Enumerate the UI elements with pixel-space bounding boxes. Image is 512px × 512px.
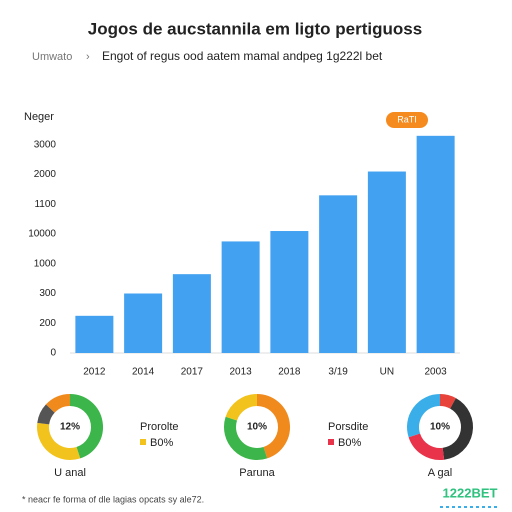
legend-value: B0% bbox=[338, 437, 361, 449]
y-tick-label: 0 bbox=[50, 348, 56, 359]
y-tick-label: 200 bbox=[39, 318, 56, 329]
badge-bg bbox=[386, 112, 428, 128]
y-tick-label: 1000 bbox=[34, 258, 57, 269]
y-tick-label: 300 bbox=[39, 288, 56, 299]
x-tick-label: 2018 bbox=[278, 367, 301, 378]
title: Jogos de aucstannila em ligto pertiguoss bbox=[88, 19, 422, 38]
donut-segment bbox=[256, 394, 290, 459]
y-tick-label: 10000 bbox=[28, 229, 56, 240]
donut-segment bbox=[407, 394, 441, 438]
bar bbox=[172, 274, 211, 353]
donut-label: Paruna bbox=[239, 467, 275, 479]
bar bbox=[124, 293, 163, 353]
breadcrumb-root[interactable]: Umwato bbox=[32, 51, 72, 63]
x-tick-label: 2012 bbox=[83, 367, 106, 378]
bar bbox=[367, 171, 406, 353]
x-tick-label: UN bbox=[380, 367, 394, 378]
bar bbox=[75, 315, 114, 353]
bar bbox=[319, 195, 358, 353]
y-axis-label: Neger bbox=[24, 111, 54, 123]
donut-segment bbox=[408, 433, 445, 460]
y-tick-label: 2000 bbox=[34, 169, 57, 180]
logo[interactable]: 1222BET bbox=[443, 485, 498, 500]
x-tick-label: 3/19 bbox=[328, 367, 348, 378]
donut-segment bbox=[45, 394, 71, 413]
bar bbox=[416, 135, 455, 353]
breadcrumb-current: Engot of regus ood aatem mamal andpeg 1g… bbox=[102, 49, 383, 63]
donut-segment bbox=[439, 394, 456, 409]
donut-center: 10% bbox=[247, 422, 267, 433]
x-tick-label: 2014 bbox=[132, 367, 155, 378]
legend-name: Porsdite bbox=[328, 421, 368, 433]
x-tick-label: 2013 bbox=[230, 367, 253, 378]
donut-segment bbox=[37, 404, 55, 425]
badge: RaTI bbox=[397, 114, 417, 124]
bar bbox=[270, 231, 309, 353]
y-tick-label: 3000 bbox=[34, 139, 57, 150]
donut-segment bbox=[442, 398, 473, 460]
donut-segment bbox=[69, 394, 103, 459]
y-tick-label: 1100 bbox=[34, 199, 56, 210]
footer-note: * neacr fe forma of dle lagias opcats sy… bbox=[22, 494, 204, 504]
donut-segment bbox=[224, 416, 268, 460]
donut-center: 12% bbox=[60, 422, 80, 433]
donut-label: U anal bbox=[54, 467, 86, 479]
legend-value: B0% bbox=[150, 437, 173, 449]
donut-center: 10% bbox=[430, 422, 450, 433]
legend-swatch bbox=[328, 439, 334, 445]
x-tick-label: 2003 bbox=[425, 367, 448, 378]
donut-label: A gal bbox=[428, 467, 452, 479]
bar bbox=[221, 241, 260, 353]
legend-swatch bbox=[140, 439, 146, 445]
breadcrumb-sep: › bbox=[86, 51, 90, 63]
legend-name: Prorolte bbox=[140, 421, 179, 433]
x-tick-label: 2017 bbox=[181, 367, 204, 378]
donut-segment bbox=[37, 422, 81, 460]
donut-segment bbox=[225, 394, 258, 421]
